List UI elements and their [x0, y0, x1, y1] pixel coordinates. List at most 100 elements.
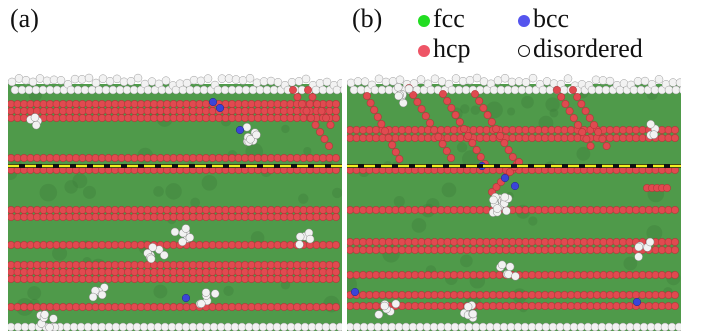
- surface-atom: [322, 77, 332, 87]
- hcp-atom: [492, 183, 501, 191]
- bcc-dot-icon: [518, 15, 530, 27]
- hcp-atom: [602, 142, 611, 150]
- hcp-atom: [137, 213, 145, 221]
- hcp-atom: [638, 271, 647, 279]
- hcp-atom: [632, 206, 640, 214]
- hcp-atom: [304, 86, 312, 94]
- hcp-atom: [208, 206, 217, 214]
- hcp-atom: [489, 291, 497, 299]
- hcp-atom: [378, 238, 387, 246]
- hcp-atom: [322, 114, 330, 122]
- hcp-atom: [625, 302, 634, 310]
- disordered-atom: [295, 232, 305, 241]
- hcp-atom: [619, 271, 627, 279]
- fcc-grain: [623, 256, 638, 271]
- hcp-atom: [411, 134, 419, 142]
- hcp-atom: [241, 213, 249, 221]
- hcp-atom: [332, 213, 340, 221]
- hcp-atom: [464, 132, 473, 140]
- hcp-atom: [182, 100, 191, 108]
- hcp-atom: [124, 206, 132, 214]
- hcp-atom: [500, 139, 509, 147]
- hcp-atom: [612, 134, 621, 142]
- surface-atom: [674, 322, 681, 331]
- hcp-atom: [475, 97, 484, 105]
- fcc-grain: [646, 225, 663, 241]
- hcp-atom: [455, 118, 464, 126]
- hcp-atom: [541, 271, 549, 279]
- hcp-atom: [280, 268, 288, 276]
- hcp-atom: [234, 114, 243, 122]
- hcp-atom: [65, 303, 74, 311]
- hcp-atom: [521, 271, 530, 279]
- hcp-atom: [228, 206, 236, 214]
- hcp-atom: [273, 206, 282, 214]
- hcp-atom: [521, 302, 530, 310]
- hcp-atom: [560, 134, 569, 142]
- hcp-atom: [111, 206, 119, 214]
- hcp-atom: [567, 126, 575, 134]
- hcp-atom: [267, 261, 275, 269]
- hcp-atom: [130, 100, 139, 108]
- hcp-atom: [104, 213, 113, 221]
- hcp-atom: [567, 238, 575, 246]
- hcp-atom: [111, 100, 119, 108]
- hcp-atom: [325, 206, 334, 214]
- surface-atom: [301, 74, 311, 84]
- fcc-grain: [201, 175, 218, 191]
- hcp-atom: [52, 268, 61, 276]
- hcp-atom: [65, 114, 74, 122]
- hcp-atom: [254, 213, 262, 221]
- hcp-atom: [52, 206, 61, 214]
- disordered-atom: [181, 224, 191, 233]
- hcp-atom: [547, 206, 556, 214]
- disordered-atom: [489, 195, 498, 205]
- hcp-atom: [39, 213, 48, 221]
- hcp-atom: [664, 238, 673, 246]
- bcc-atom: [510, 181, 520, 191]
- fcc-grain: [64, 180, 78, 194]
- disordered-atom: [185, 233, 195, 242]
- hcp-atom: [547, 291, 556, 299]
- hcp-atom: [143, 100, 152, 108]
- hcp-atom: [456, 246, 465, 254]
- hcp-atom: [85, 268, 93, 276]
- hcp-atom: [195, 100, 204, 108]
- disordered-atom: [380, 301, 389, 311]
- hcp-atom: [377, 120, 386, 128]
- surface-atom: [14, 74, 24, 83]
- fcc-grain: [223, 285, 234, 297]
- surface-atom: [8, 77, 17, 87]
- hcp-atom: [221, 303, 230, 311]
- hcp-atom: [417, 134, 426, 142]
- hcp-atom: [352, 206, 361, 214]
- fcc-grain: [27, 286, 42, 300]
- hcp-atom: [411, 206, 419, 214]
- hcp-atom: [280, 114, 288, 122]
- hcp-atom: [215, 114, 223, 122]
- hcp-atom: [260, 154, 269, 162]
- hcp-atom: [33, 268, 41, 276]
- hcp-atom: [176, 303, 184, 311]
- hcp-atom: [124, 154, 132, 162]
- hcp-atom: [280, 241, 288, 249]
- hcp-atom: [221, 206, 230, 214]
- hcp-atom: [13, 261, 22, 269]
- hcp-atom: [492, 125, 500, 133]
- hcp-atom: [632, 271, 640, 279]
- hcp-atom: [234, 100, 243, 108]
- hcp-atom: [606, 126, 614, 134]
- hcp-atom: [247, 303, 256, 311]
- hcp-atom: [143, 213, 152, 221]
- hcp-atom: [117, 241, 126, 249]
- hcp-atom: [365, 126, 374, 134]
- fcc-grain: [462, 150, 480, 168]
- hcp-atom: [619, 134, 627, 142]
- hcp-atom: [521, 206, 530, 214]
- hcp-atom: [450, 246, 458, 254]
- hcp-atom: [489, 302, 497, 310]
- hcp-atom: [606, 134, 614, 142]
- hcp-atom: [52, 303, 61, 311]
- hcp-atom: [439, 90, 447, 98]
- hcp-atom: [299, 114, 308, 122]
